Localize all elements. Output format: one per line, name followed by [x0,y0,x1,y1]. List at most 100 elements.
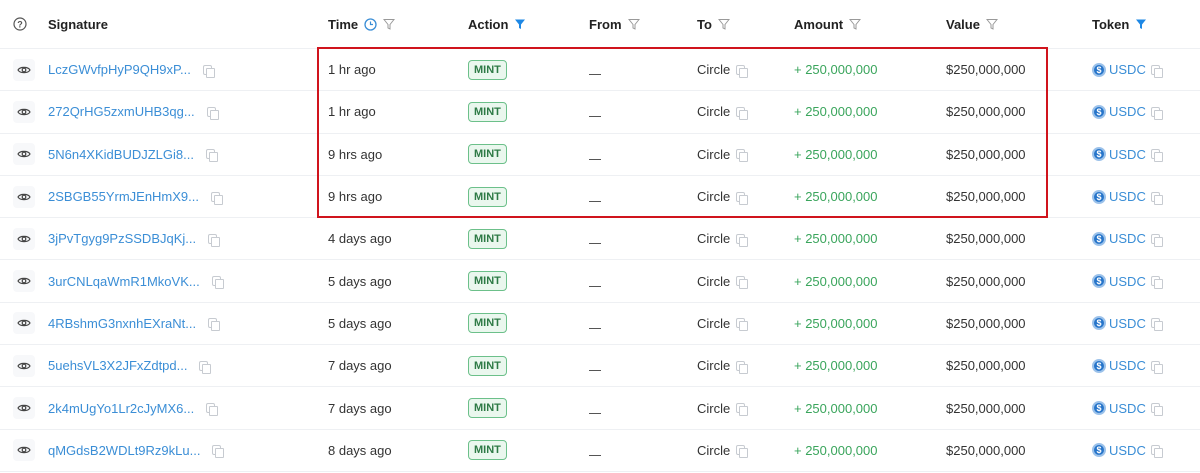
copy-icon[interactable] [736,403,749,417]
token-link[interactable]: USDC [1109,273,1146,289]
copy-icon[interactable] [1150,64,1163,78]
eye-icon[interactable] [13,185,35,208]
clock-icon[interactable] [364,17,377,31]
copy-icon[interactable] [1150,403,1163,417]
filter-icon[interactable] [627,18,640,30]
filter-icon[interactable] [985,18,998,30]
eye-icon[interactable] [13,439,35,462]
usdc-coin-icon: $ [1092,231,1106,246]
to-cell[interactable]: Circle [697,315,731,331]
copy-icon[interactable] [212,445,225,459]
copy-icon[interactable] [736,64,749,78]
filter-active-icon[interactable] [514,18,526,30]
amount-cell: + 250,000,000 [794,146,878,162]
copy-icon[interactable] [736,445,749,459]
header-to: To [697,16,712,32]
token-link[interactable]: USDC [1109,146,1146,162]
table-row: 5uehsVL3X2JFxZdtpd... 7 days ago MINT Ci… [0,345,1200,388]
usdc-coin-icon: $ [1092,358,1106,373]
copy-icon[interactable] [205,149,218,163]
table-row: 3jPvTgyg9PzSSDBJqKj... 4 days ago MINT C… [0,218,1200,261]
signature-link[interactable]: 2SBGB55YrmJEnHmX9... [48,189,199,205]
copy-icon[interactable] [1150,149,1163,163]
token-link[interactable]: USDC [1109,400,1146,416]
signature-link[interactable]: qMGdsB2WDLt9Rz9kLu... [48,442,201,458]
time-cell: 9 hrs ago [328,189,383,205]
to-cell[interactable]: Circle [697,231,731,247]
copy-icon[interactable] [1150,445,1163,459]
copy-icon[interactable] [208,318,221,332]
token-link[interactable]: USDC [1109,231,1146,247]
signature-link[interactable]: 2k4mUgYo1Lr2cJyMX6... [48,400,195,416]
from-empty [589,243,601,245]
copy-icon[interactable] [736,360,749,374]
copy-icon[interactable] [208,233,221,247]
copy-icon[interactable] [199,360,212,374]
amount-cell: + 250,000,000 [794,358,878,374]
filter-active-icon[interactable] [1135,18,1147,30]
to-cell[interactable]: Circle [697,273,731,289]
time-cell: 8 days ago [328,442,392,458]
filter-icon[interactable] [717,18,730,30]
eye-icon[interactable] [13,227,35,250]
copy-icon[interactable] [736,191,749,205]
copy-icon[interactable] [736,318,749,332]
to-cell[interactable]: Circle [697,358,731,374]
filter-icon[interactable] [849,18,862,30]
signature-link[interactable]: 5uehsVL3X2JFxZdtpd... [48,358,188,374]
usdc-coin-icon: $ [1092,316,1106,331]
usdc-coin-icon: $ [1092,104,1106,119]
action-badge: MINT [468,355,507,376]
to-cell[interactable]: Circle [697,62,731,78]
signature-link[interactable]: 3jPvTgyg9PzSSDBJqKj... [48,231,197,247]
eye-icon[interactable] [13,270,35,293]
signature-link[interactable]: 5N6n4XKidBUDJZLGi8... [48,146,194,162]
to-cell[interactable]: Circle [697,146,731,162]
time-cell: 5 days ago [328,315,392,331]
copy-icon[interactable] [736,149,749,163]
amount-cell: + 250,000,000 [794,231,878,247]
copy-icon[interactable] [211,276,224,290]
eye-icon[interactable] [13,354,35,377]
copy-icon[interactable] [736,276,749,290]
token-link[interactable]: USDC [1109,189,1146,205]
copy-icon[interactable] [202,64,215,78]
token-link[interactable]: USDC [1109,358,1146,374]
header-value: Value [946,16,980,32]
copy-icon[interactable] [206,403,219,417]
amount-cell: + 250,000,000 [794,189,878,205]
table-row: 2k4mUgYo1Lr2cJyMX6... 7 days ago MINT Ci… [0,387,1200,430]
signature-link[interactable]: 4RBshmG3nxnhEXraNt... [48,315,197,331]
copy-icon[interactable] [736,106,749,120]
time-cell: 5 days ago [328,273,392,289]
copy-icon[interactable] [736,233,749,247]
to-cell[interactable]: Circle [697,189,731,205]
to-cell[interactable]: Circle [697,400,731,416]
eye-icon[interactable] [13,312,35,335]
to-cell[interactable]: Circle [697,104,731,120]
token-link[interactable]: USDC [1109,442,1146,458]
copy-icon[interactable] [1150,106,1163,120]
to-cell[interactable]: Circle [697,442,731,458]
copy-icon[interactable] [206,106,219,120]
eye-icon[interactable] [13,143,35,166]
copy-icon[interactable] [1150,191,1163,205]
signature-link[interactable]: LczGWvfpHyP9QH9xP... [48,62,191,78]
copy-icon[interactable] [1150,360,1163,374]
copy-icon[interactable] [1150,233,1163,247]
copy-icon[interactable] [211,191,223,205]
filter-icon[interactable] [383,18,396,30]
help-icon[interactable]: ? [13,0,27,48]
eye-icon[interactable] [13,100,35,123]
copy-icon[interactable] [1150,276,1163,290]
token-link[interactable]: USDC [1109,62,1146,78]
copy-icon[interactable] [1150,318,1163,332]
value-cell: $250,000,000 [946,62,1026,78]
table-row: 3urCNLqaWmR1MkoVK... 5 days ago MINT Cir… [0,260,1200,303]
eye-icon[interactable] [13,397,35,420]
token-link[interactable]: USDC [1109,104,1146,120]
token-link[interactable]: USDC [1109,315,1146,331]
signature-link[interactable]: 272QrHG5zxmUHB3qg... [48,104,195,120]
eye-icon[interactable] [13,58,35,81]
signature-link[interactable]: 3urCNLqaWmR1MkoVK... [48,273,200,289]
